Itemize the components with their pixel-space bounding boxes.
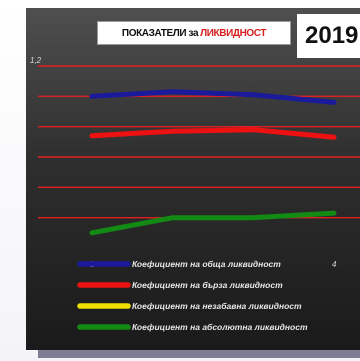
axis-ticks: 1,214 bbox=[30, 56, 337, 269]
series-line-4 bbox=[89, 210, 337, 236]
chart-title-part2: ЛИКВИДНОСТ bbox=[200, 27, 267, 39]
series-line-1 bbox=[89, 89, 337, 105]
grid-lines bbox=[38, 65, 360, 219]
y-tick-label: 1,2 bbox=[30, 56, 42, 65]
legend-label: Коефициент на незабавна ликвидност bbox=[132, 301, 302, 311]
x-tick-label: 4 bbox=[332, 260, 337, 269]
chart-panel bbox=[26, 8, 360, 350]
series-lines bbox=[89, 89, 337, 236]
legend-label: Коефициент на абсолютна ликвидност bbox=[132, 322, 308, 332]
legend-label: Коефициент на обща ликвидност bbox=[132, 259, 281, 269]
legend-label: Коефициент на бърза ликвидност bbox=[132, 280, 283, 290]
series-line-2 bbox=[89, 127, 337, 140]
chart-title-part1: ПОКАЗАТЕЛИ за bbox=[121, 27, 199, 39]
chart-title: ПОКАЗАТЕЛИ за ЛИКВИДНОСТ bbox=[97, 21, 291, 45]
year-label: 2019 bbox=[297, 14, 360, 58]
legend: Коефициент на обща ликвидност Коефициент … bbox=[77, 259, 308, 332]
